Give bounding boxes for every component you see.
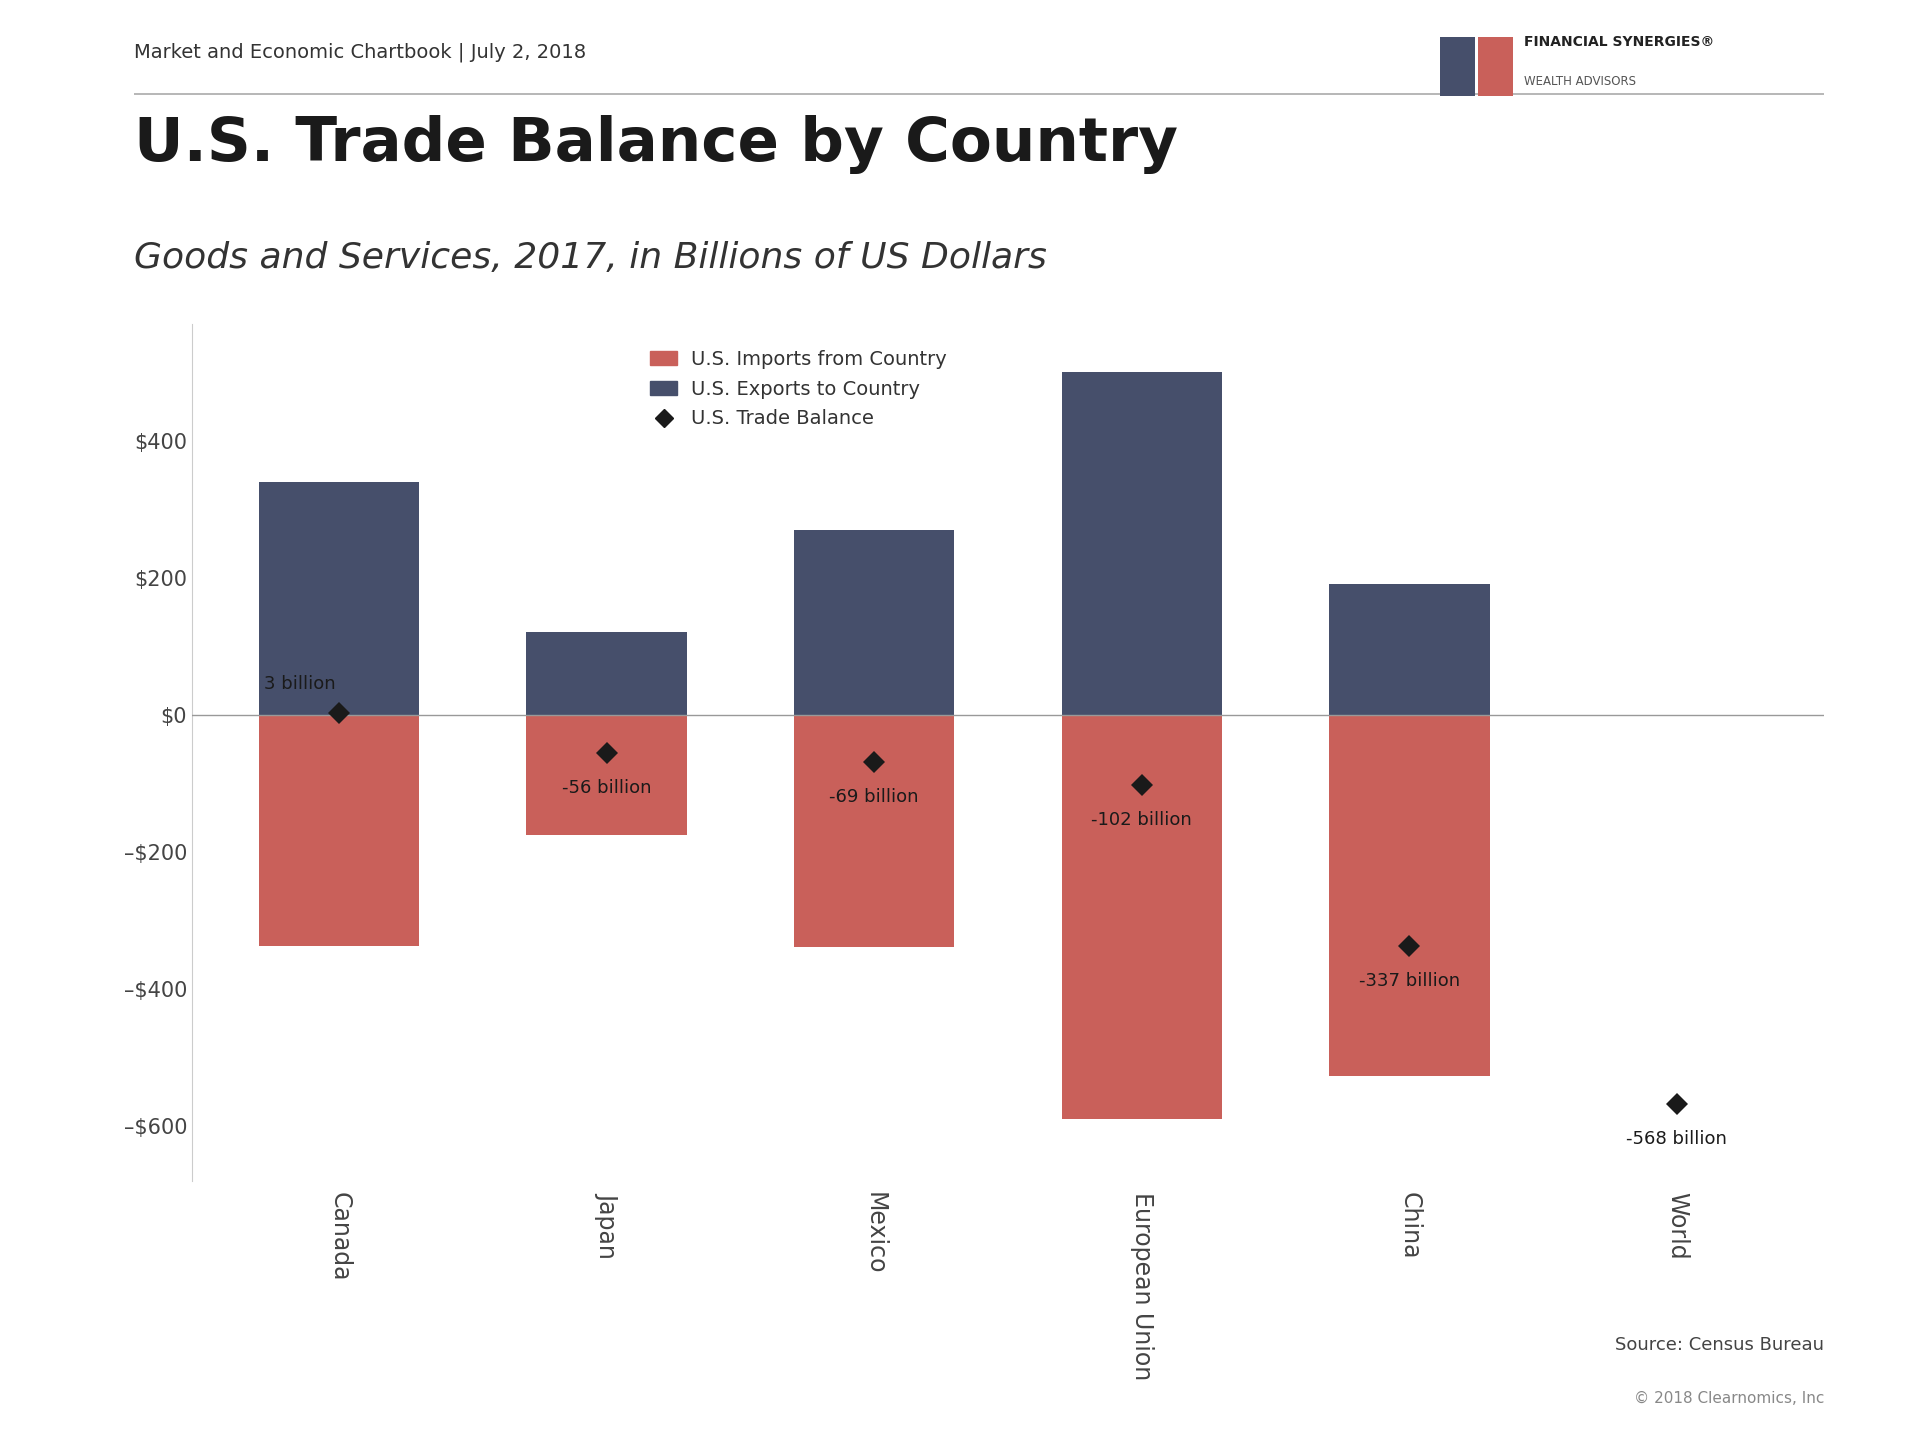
Bar [526, 714, 687, 835]
Text: Market and Economic Chartbook | July 2, 2018: Market and Economic Chartbook | July 2, … [134, 43, 586, 62]
Text: -69 billion: -69 billion [829, 788, 920, 806]
FancyBboxPatch shape [1478, 36, 1513, 96]
Bar [259, 481, 419, 714]
Text: Goods and Services, 2017, in Billions of US Dollars: Goods and Services, 2017, in Billions of… [134, 240, 1046, 275]
Text: -102 billion: -102 billion [1091, 811, 1192, 828]
Bar [526, 632, 687, 714]
Text: Source: Census Bureau: Source: Census Bureau [1615, 1336, 1824, 1354]
Text: -337 billion: -337 billion [1359, 972, 1459, 989]
Text: -568 billion: -568 billion [1626, 1130, 1728, 1148]
Text: 3 billion: 3 billion [265, 675, 336, 694]
Legend: U.S. Imports from Country, U.S. Exports to Country, U.S. Trade Balance: U.S. Imports from Country, U.S. Exports … [643, 343, 954, 436]
Bar [1329, 714, 1490, 1076]
Bar [1062, 372, 1221, 714]
Text: Economics: Economics [17, 772, 40, 899]
Bar [1062, 714, 1221, 1119]
Bar [795, 714, 954, 948]
Bar [1329, 585, 1490, 714]
FancyBboxPatch shape [1440, 36, 1475, 96]
Text: WEALTH ADVISORS: WEALTH ADVISORS [1524, 75, 1636, 88]
Bar [795, 530, 954, 714]
Text: U.S. Trade Balance by Country: U.S. Trade Balance by Country [134, 115, 1179, 174]
Text: FINANCIAL SYNERGIES®: FINANCIAL SYNERGIES® [1524, 35, 1715, 49]
Text: © 2018 Clearnomics, Inc: © 2018 Clearnomics, Inc [1634, 1391, 1824, 1405]
Text: -56 billion: -56 billion [563, 779, 651, 798]
Bar [259, 714, 419, 946]
